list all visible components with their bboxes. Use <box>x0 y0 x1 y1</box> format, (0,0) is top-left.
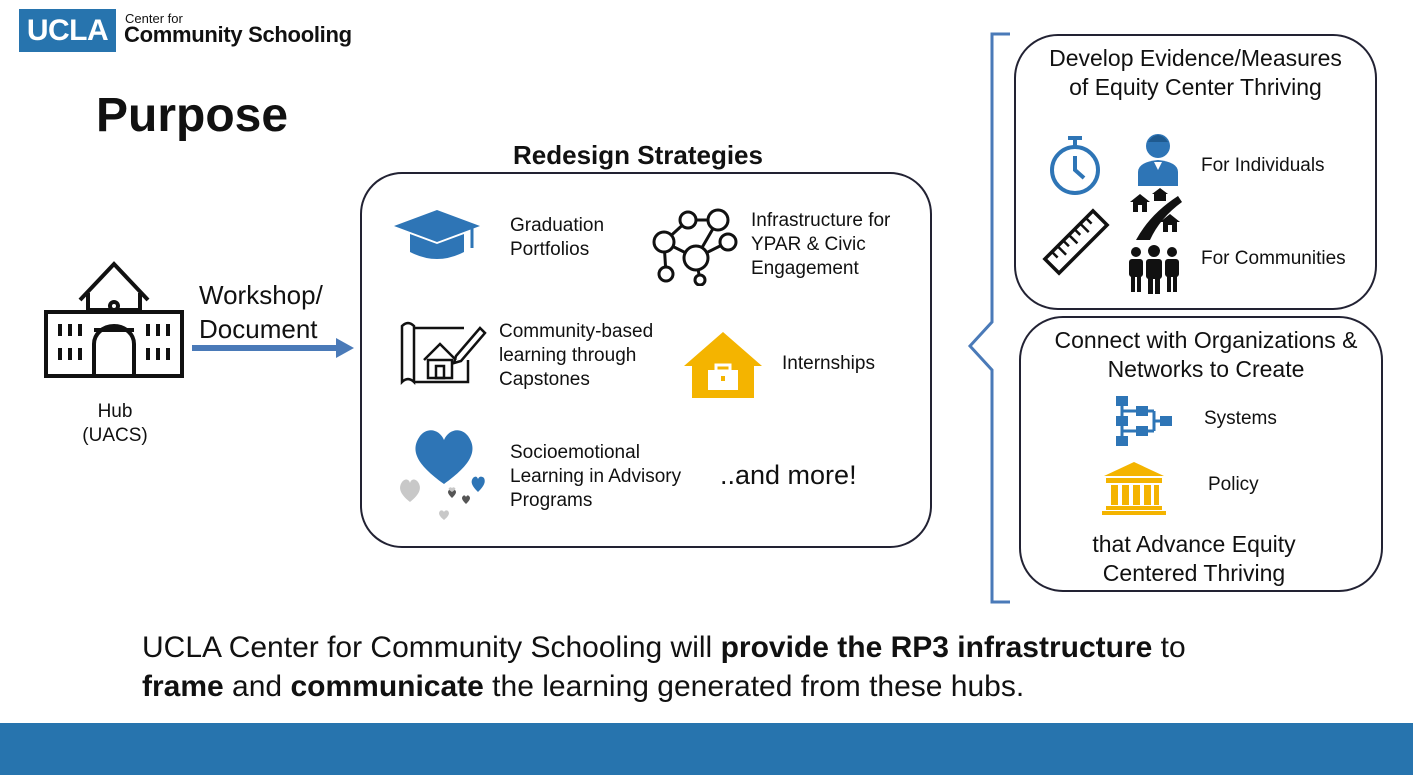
ruler-icon <box>1042 208 1110 276</box>
infrastructure-line2: YPAR & Civic <box>751 234 866 255</box>
connect-box <box>1019 316 1383 592</box>
evidence-box <box>1014 34 1377 310</box>
footer-bar <box>0 723 1413 775</box>
hub-label-line1: Hub <box>97 401 133 422</box>
policy-label: Policy <box>1208 474 1259 495</box>
logo-community-schooling: Community Schooling <box>124 22 352 47</box>
graduation-portfolios-label: Graduation Portfolios <box>510 214 604 262</box>
workshop-label: Workshop/ Document <box>199 278 323 346</box>
arrow-right-icon <box>192 338 354 358</box>
connect-footer-line1: that Advance Equity <box>1092 531 1296 557</box>
workshop-line2: Document <box>199 314 318 344</box>
redesign-strategies-box <box>360 172 932 548</box>
person-icon <box>1138 134 1178 186</box>
community-based-label: Community-based learning through Capston… <box>499 320 653 392</box>
graduation-line1: Graduation <box>510 215 605 236</box>
socioemotional-label: Socioemotional Learning in Advisory Prog… <box>510 441 681 513</box>
group-people-icon <box>1129 245 1179 294</box>
hub-label-line2: (UACS) <box>82 425 148 446</box>
socioemotional-line2: Learning in Advisory <box>510 466 682 487</box>
connect-heading-line2: Networks to Create <box>1107 356 1305 382</box>
socioemotional-line1: Socioemotional <box>510 442 640 463</box>
connect-footer-text: that Advance Equity Centered Thriving <box>1019 530 1369 588</box>
road-houses-icon <box>1130 188 1182 240</box>
school-icon <box>44 261 184 378</box>
redesign-title: Redesign Strategies <box>513 140 763 170</box>
statement-line2: frame and communicate the learning gener… <box>142 670 1025 703</box>
graduation-line2: Portfolios <box>510 239 590 260</box>
infrastructure-line3: Engagement <box>751 258 859 279</box>
for-individuals-label: For Individuals <box>1201 155 1325 176</box>
connect-heading: Connect with Organizations & Networks to… <box>1019 326 1393 384</box>
and-more-label: ..and more! <box>720 460 857 490</box>
workshop-line1: Workshop/ <box>199 280 323 310</box>
connect-heading-line1: Connect with Organizations & <box>1054 327 1358 353</box>
internships-label: Internships <box>782 353 875 374</box>
logo-center-for: Center for <box>125 11 183 26</box>
government-building-icon <box>1102 462 1166 515</box>
hub-label: Hub (UACS) <box>70 400 160 448</box>
evidence-heading-line1: Develop Evidence/Measures <box>1049 45 1342 71</box>
systems-label: Systems <box>1204 408 1277 429</box>
page-title: Purpose <box>96 89 289 142</box>
blueprint-house-icon <box>400 321 487 386</box>
community-line2: learning through <box>499 345 637 366</box>
ucla-logo: UCLA <box>19 9 116 52</box>
statement-line1: UCLA Center for Community Schooling will… <box>142 631 1186 664</box>
socioemotional-line3: Programs <box>510 490 593 511</box>
house-briefcase-icon <box>684 332 762 398</box>
network-people-icon <box>652 208 738 286</box>
hearts-icon <box>400 430 485 520</box>
community-line3: Capstones <box>499 369 590 390</box>
graduation-cap-icon <box>394 210 480 259</box>
evidence-heading-line2: of Equity Center Thriving <box>1069 74 1322 100</box>
infrastructure-line1: Infrastructure for <box>751 210 891 231</box>
for-communities-label: For Communities <box>1201 248 1346 269</box>
statement-text: UCLA Center for Community Schooling will… <box>142 628 1186 706</box>
right-brace-icon <box>967 32 1010 604</box>
hierarchy-icon <box>1116 396 1172 446</box>
connect-footer-line2: Centered Thriving <box>1102 560 1286 586</box>
infrastructure-label: Infrastructure for YPAR & Civic Engageme… <box>751 209 890 281</box>
stopwatch-icon <box>1050 136 1100 195</box>
evidence-heading: Develop Evidence/Measures of Equity Cent… <box>1014 44 1377 102</box>
community-line1: Community-based <box>499 321 654 342</box>
